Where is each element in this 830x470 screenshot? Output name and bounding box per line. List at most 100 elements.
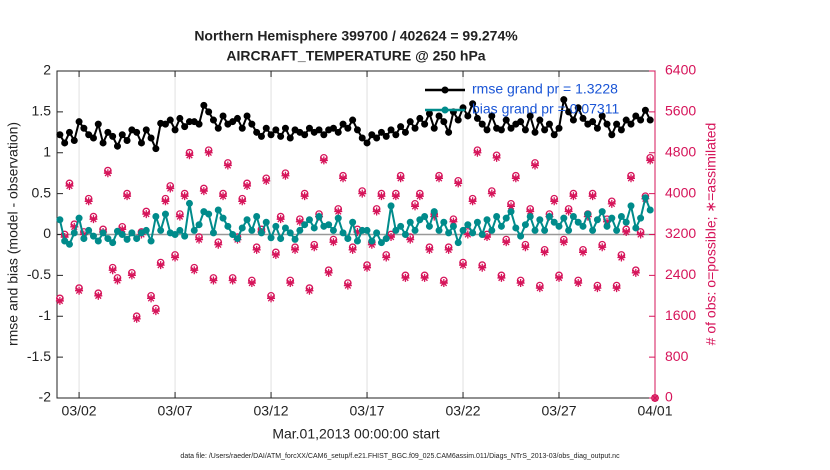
point-marker [454, 239, 462, 247]
footnote: data file: /Users/raeder/DAI/ATM_forcXX/… [180, 453, 620, 460]
obs-assimilated-marker [540, 248, 549, 257]
obs-assimilated-marker [646, 156, 655, 165]
point-marker [435, 226, 443, 234]
obs-assimilated-marker [89, 215, 98, 224]
point-marker [454, 116, 462, 124]
point-marker [377, 239, 385, 247]
point-marker [488, 112, 496, 120]
obs-assimilated-marker [329, 238, 338, 247]
legend-label: rmse grand pr = 1.3228 [472, 81, 618, 97]
point-marker [161, 210, 169, 218]
point-marker [85, 131, 93, 139]
point-marker [248, 226, 256, 234]
point-marker [349, 116, 357, 124]
point-marker [445, 229, 453, 237]
obs-assimilated-marker [247, 279, 256, 288]
point-marker [291, 235, 299, 243]
point-marker [176, 114, 184, 122]
point-marker [315, 126, 323, 134]
point-marker [646, 206, 654, 214]
obs-assimilated-marker [334, 207, 343, 216]
obs-assimilated-marker [401, 273, 410, 282]
obs-assimilated-marker [319, 156, 328, 165]
point-marker [118, 231, 126, 238]
x-tick-label: 03/02 [62, 403, 97, 419]
point-marker [267, 234, 275, 242]
obs-assimilated-marker [507, 202, 516, 211]
point-marker [565, 226, 573, 234]
obs-assimilated-marker [526, 207, 535, 216]
obs-assimilated-marker [483, 233, 492, 242]
obs-assimilated-marker [55, 296, 64, 305]
point-marker [387, 126, 395, 134]
y-tick-label: 0 [43, 225, 51, 241]
point-marker [637, 214, 645, 222]
obs-assimilated-marker [555, 273, 564, 282]
obs-assimilated-marker [75, 286, 84, 295]
obs-assimilated-marker [180, 192, 189, 201]
point-marker [65, 240, 73, 248]
point-marker [229, 231, 237, 238]
point-marker [569, 116, 577, 124]
point-marker [632, 224, 640, 232]
obs-assimilated-marker [603, 217, 612, 226]
point-marker [411, 226, 419, 234]
point-marker [286, 134, 294, 142]
obs-assimilated-marker [478, 263, 487, 272]
point-marker [502, 214, 510, 222]
y2-tick-label: 0 [665, 389, 673, 405]
series-group [56, 194, 654, 248]
point-marker [622, 116, 630, 124]
point-marker [363, 226, 371, 234]
point-marker [569, 213, 577, 221]
obs-assimilated-marker [219, 192, 228, 201]
point-marker [281, 124, 289, 132]
point-marker [305, 216, 313, 224]
obs-assimilated-marker [444, 245, 453, 254]
point-marker [632, 112, 640, 120]
point-marker [277, 235, 285, 243]
point-marker [233, 114, 241, 122]
obs-assimilated-marker [103, 169, 112, 178]
obs-assimilated-marker [598, 243, 607, 252]
point-marker [483, 216, 491, 224]
point-marker [344, 235, 352, 243]
point-marker [61, 237, 69, 245]
point-marker [541, 126, 549, 134]
y-tick-label: -0.5 [27, 266, 51, 282]
point-marker [353, 126, 361, 134]
y-axis-label: rmse and bias (model - observation) [5, 122, 21, 346]
series-line [58, 194, 652, 246]
obs-assimilated-marker [449, 217, 458, 226]
point-marker [401, 128, 409, 136]
point-marker [531, 128, 539, 136]
obs-assimilated-marker [118, 225, 127, 234]
point-marker [195, 221, 203, 229]
point-marker [387, 202, 395, 210]
point-marker [406, 218, 414, 226]
obs-assimilated-marker [324, 268, 333, 277]
point-marker [85, 226, 93, 234]
point-marker [584, 210, 592, 218]
obs-assimilated-marker [276, 215, 285, 224]
point-marker [61, 139, 69, 147]
point-marker [613, 120, 621, 128]
point-marker [497, 126, 505, 134]
point-marker [368, 131, 376, 139]
point-marker [507, 124, 515, 132]
point-marker [382, 235, 390, 243]
x-tick-label: 03/27 [541, 403, 576, 419]
obs-assimilated-marker [291, 245, 300, 254]
point-marker [445, 128, 453, 136]
point-marker [185, 199, 193, 207]
series-group [56, 95, 654, 153]
obs-assimilated-marker [108, 266, 117, 275]
point-marker [421, 120, 429, 128]
obs-assimilated-marker [454, 179, 463, 188]
obs-assimilated-marker [636, 230, 645, 239]
point-marker [75, 214, 83, 222]
point-marker [157, 226, 165, 234]
point-marker [416, 114, 424, 122]
